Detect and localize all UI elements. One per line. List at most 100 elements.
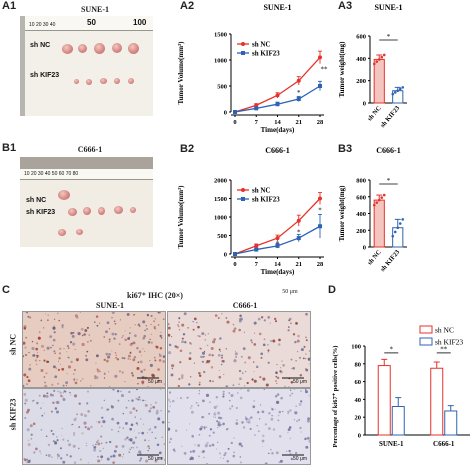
cell-nucleus	[276, 400, 280, 404]
cell-nucleus	[176, 324, 180, 327]
data-point	[275, 236, 280, 241]
cell-nucleus	[208, 354, 210, 357]
cell-nucleus	[274, 395, 278, 398]
dot-point	[377, 58, 381, 61]
cell-nucleus	[233, 451, 235, 453]
cell-nucleus	[252, 405, 256, 409]
x-tick-label: 0	[233, 119, 236, 126]
cell-nucleus	[181, 323, 185, 327]
cell-nucleus	[121, 445, 125, 448]
cell-nucleus	[308, 394, 310, 397]
cell-nucleus	[73, 380, 75, 382]
cell-nucleus	[299, 390, 302, 393]
cell-nucleus	[107, 355, 111, 359]
cell-nucleus	[43, 349, 46, 352]
cell-nucleus	[121, 336, 123, 338]
cell-nucleus	[80, 327, 84, 331]
cell-nucleus	[85, 358, 89, 362]
y-tick-label: 800	[356, 178, 366, 185]
cell-nucleus	[233, 327, 237, 330]
cell-nucleus	[134, 416, 136, 418]
cell-nucleus	[78, 402, 81, 405]
cell-nucleus	[189, 342, 193, 345]
cell-nucleus	[50, 410, 53, 413]
cell-nucleus	[29, 459, 31, 461]
cell-nucleus	[113, 337, 116, 340]
c-scale-header: 50 μm	[282, 289, 298, 295]
cell-nucleus	[31, 340, 34, 343]
cell-nucleus	[127, 358, 130, 360]
cell-nucleus	[62, 460, 66, 464]
cell-nucleus	[304, 389, 307, 391]
cell-nucleus	[276, 363, 278, 366]
cell-nucleus	[193, 362, 196, 364]
cell-nucleus	[87, 341, 89, 343]
cell-nucleus	[274, 320, 278, 323]
cell-nucleus	[30, 433, 33, 436]
cell-nucleus	[198, 433, 201, 436]
cell-nucleus	[66, 373, 68, 375]
data-point	[254, 247, 259, 252]
cell-nucleus	[212, 380, 214, 383]
cell-nucleus	[63, 390, 66, 393]
cell-nucleus	[132, 341, 136, 345]
cell-nucleus	[126, 313, 130, 316]
cell-nucleus	[262, 434, 265, 438]
cell-nucleus	[62, 438, 65, 441]
cell-nucleus	[156, 443, 160, 446]
cell-nucleus	[146, 432, 148, 434]
cell-nucleus	[122, 412, 125, 415]
cell-nucleus	[279, 459, 283, 463]
b1-row-label-kif23: sh KIF23	[26, 209, 56, 216]
cell-nucleus	[302, 357, 305, 360]
cell-nucleus	[155, 345, 159, 349]
cell-nucleus	[145, 459, 149, 463]
cell-nucleus	[127, 337, 130, 340]
cell-nucleus	[138, 396, 141, 399]
cell-nucleus	[145, 325, 147, 327]
significance-mark: *	[297, 89, 301, 97]
data-point	[318, 84, 322, 88]
dot-point	[393, 91, 397, 94]
cell-nucleus	[40, 428, 43, 431]
cell-nucleus	[26, 428, 30, 432]
cell-nucleus	[265, 383, 269, 387]
chart-a3: SUNE-1 0 200 400 600 Tumor weight(mg) sh NCsh …	[338, 3, 407, 129]
cell-nucleus	[69, 455, 72, 458]
y-tick-label: 60	[355, 379, 362, 386]
cell-nucleus	[203, 456, 205, 458]
cell-nucleus	[84, 425, 87, 429]
cell-nucleus	[149, 363, 153, 367]
cell-nucleus	[62, 398, 66, 401]
cell-nucleus	[69, 341, 73, 344]
y-tick-label: 2000	[214, 178, 227, 185]
cell-nucleus	[53, 325, 55, 327]
cell-nucleus	[119, 370, 121, 373]
panel-label-c: C	[2, 284, 10, 296]
cell-nucleus	[218, 369, 220, 372]
y-tick-label: 0	[358, 433, 361, 440]
cell-nucleus	[95, 376, 99, 380]
cell-nucleus	[270, 448, 272, 451]
cell-nucleus	[163, 383, 165, 385]
tumor	[98, 207, 105, 215]
cell-nucleus	[161, 436, 163, 438]
cell-nucleus	[234, 350, 237, 352]
cell-nucleus	[253, 321, 257, 325]
cell-nucleus	[54, 407, 58, 410]
cell-nucleus	[90, 385, 92, 387]
cell-nucleus	[56, 410, 59, 414]
tumor	[62, 44, 73, 54]
cell-nucleus	[300, 400, 303, 403]
cell-nucleus	[239, 456, 242, 458]
cell-nucleus	[225, 316, 228, 319]
cell-nucleus	[274, 408, 276, 411]
cell-nucleus	[148, 409, 152, 413]
cell-nucleus	[108, 338, 111, 341]
cell-nucleus	[239, 461, 242, 464]
tumor	[68, 208, 77, 216]
cell-nucleus	[189, 407, 192, 409]
cell-nucleus	[202, 399, 205, 403]
cell-nucleus	[238, 442, 242, 446]
cell-nucleus	[137, 323, 141, 327]
